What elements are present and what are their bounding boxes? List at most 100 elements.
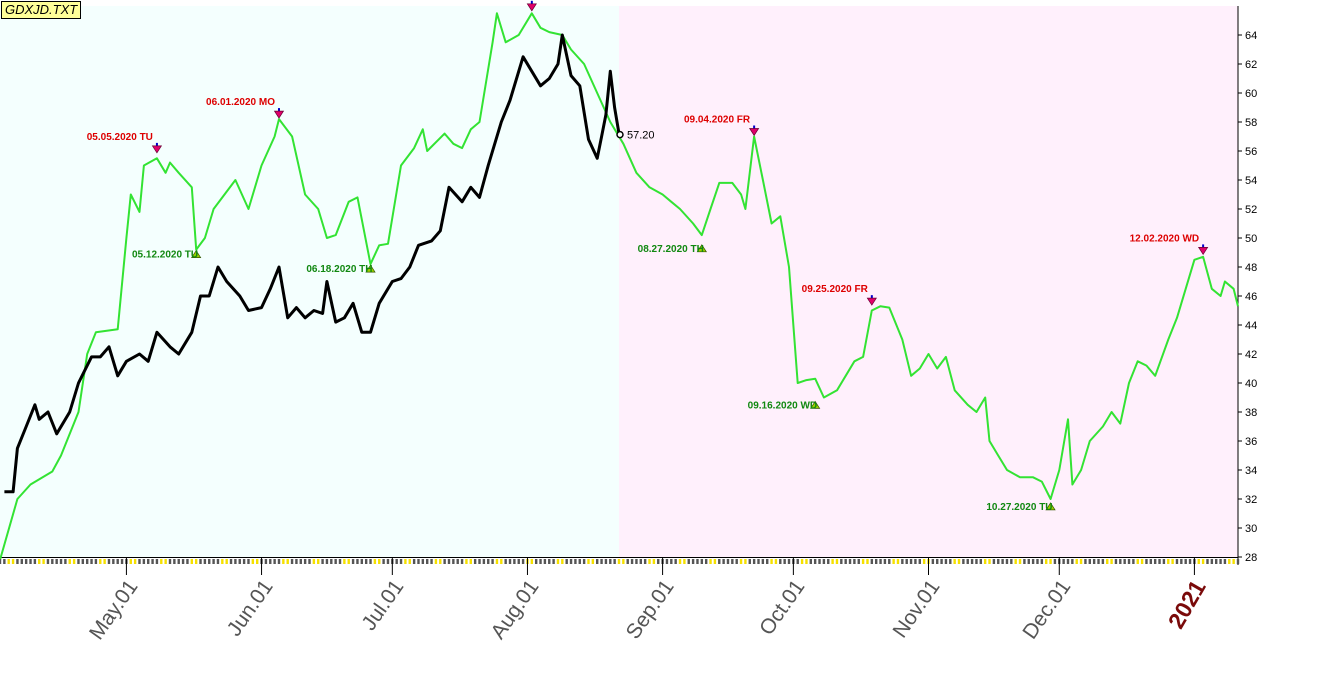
day-tick xyxy=(303,559,307,564)
day-tick xyxy=(412,559,416,564)
day-tick xyxy=(822,559,826,564)
day-tick xyxy=(417,559,420,564)
day-tick xyxy=(299,559,302,564)
day-tick xyxy=(364,559,368,564)
day-tick xyxy=(1236,559,1240,564)
day-tick xyxy=(168,559,172,564)
day-tick xyxy=(312,559,316,564)
day-tick xyxy=(186,559,189,564)
y-tick-label: 32 xyxy=(1245,494,1257,506)
peak-arrow-shaft xyxy=(1202,244,1205,250)
y-tick-label: 50 xyxy=(1245,233,1257,245)
peak-arrow-shaft xyxy=(870,295,873,301)
day-tick xyxy=(831,559,834,564)
day-tick xyxy=(94,559,98,564)
month-label: Nov.01 xyxy=(888,576,944,642)
day-tick xyxy=(866,559,869,564)
day-tick xyxy=(988,559,991,564)
day-tick xyxy=(33,559,37,564)
day-tick xyxy=(343,559,346,564)
day-tick xyxy=(1140,559,1144,564)
y-tick-label: 46 xyxy=(1245,291,1257,303)
day-tick xyxy=(735,559,738,564)
day-tick xyxy=(1215,559,1218,564)
day-tick xyxy=(495,559,499,564)
day-tick xyxy=(556,559,560,564)
day-tick xyxy=(521,559,525,564)
day-tick xyxy=(530,559,534,564)
day-tick xyxy=(918,559,921,564)
day-tick xyxy=(1219,559,1222,564)
y-tick-label: 56 xyxy=(1245,146,1257,158)
day-tick xyxy=(1101,559,1105,564)
ticker-label: GDXJD.TXT xyxy=(1,1,82,19)
day-tick xyxy=(1106,559,1109,564)
day-tick xyxy=(1149,559,1153,564)
day-tick xyxy=(478,559,481,564)
peak-label: 05.05.2020 TU xyxy=(87,132,153,143)
day-tick xyxy=(979,559,983,564)
day-tick xyxy=(408,559,411,564)
day-tick xyxy=(1180,559,1183,564)
day-tick xyxy=(565,559,568,564)
day-tick xyxy=(770,559,773,564)
series-end-marker xyxy=(616,130,624,139)
day-tick xyxy=(1162,559,1166,564)
day-tick xyxy=(147,559,150,564)
day-tick xyxy=(613,559,616,564)
day-tick xyxy=(975,559,978,564)
day-tick xyxy=(24,559,28,564)
day-tick xyxy=(700,559,704,564)
day-tick xyxy=(1023,559,1026,564)
trough-label: 08.27.2020 TH xyxy=(638,244,704,255)
day-tick xyxy=(64,559,67,564)
day-tick xyxy=(164,559,167,564)
day-tick xyxy=(853,559,856,564)
y-tick-label: 44 xyxy=(1245,320,1257,332)
peak-arrow-icon xyxy=(1197,247,1209,256)
day-tick xyxy=(809,559,813,564)
month-label: Aug.01 xyxy=(487,576,544,644)
day-tick xyxy=(726,559,730,564)
y-tick-label: 30 xyxy=(1245,523,1257,535)
day-tick xyxy=(487,559,490,564)
y-tick-label: 38 xyxy=(1245,407,1257,419)
day-tick xyxy=(670,559,673,564)
day-tick xyxy=(1062,559,1065,564)
trough-arrow-icon xyxy=(1045,502,1056,511)
day-tick xyxy=(931,559,935,564)
day-tick xyxy=(42,559,45,564)
day-tick xyxy=(604,559,608,564)
day-tick xyxy=(77,559,80,564)
day-tick xyxy=(347,559,350,564)
day-tick xyxy=(936,559,939,564)
day-tick xyxy=(818,559,821,564)
y-tick-label: 64 xyxy=(1245,30,1257,42)
day-tick xyxy=(199,559,202,564)
day-tick xyxy=(1197,559,1200,564)
y-tick-label: 28 xyxy=(1245,552,1257,564)
day-tick xyxy=(757,559,760,564)
day-tick xyxy=(901,559,904,564)
day-tick xyxy=(1005,559,1009,564)
day-tick xyxy=(1044,559,1048,564)
day-tick xyxy=(508,559,512,564)
day-tick xyxy=(1188,559,1192,564)
series-end-label: 57.20 xyxy=(627,130,655,142)
day-tick xyxy=(443,559,446,564)
day-tick xyxy=(404,559,407,564)
day-tick xyxy=(177,559,180,564)
day-tick xyxy=(1014,559,1017,564)
day-tick xyxy=(247,559,250,564)
day-tick xyxy=(90,559,93,564)
day-tick xyxy=(469,559,472,564)
day-tick xyxy=(251,559,255,564)
day-tick xyxy=(317,559,320,564)
day-tick xyxy=(909,559,913,564)
day-tick xyxy=(914,559,917,564)
month-label: Sep.01 xyxy=(622,576,679,644)
day-tick xyxy=(229,559,233,564)
day-tick xyxy=(1175,559,1179,564)
day-tick xyxy=(356,559,359,564)
day-tick xyxy=(269,559,272,564)
